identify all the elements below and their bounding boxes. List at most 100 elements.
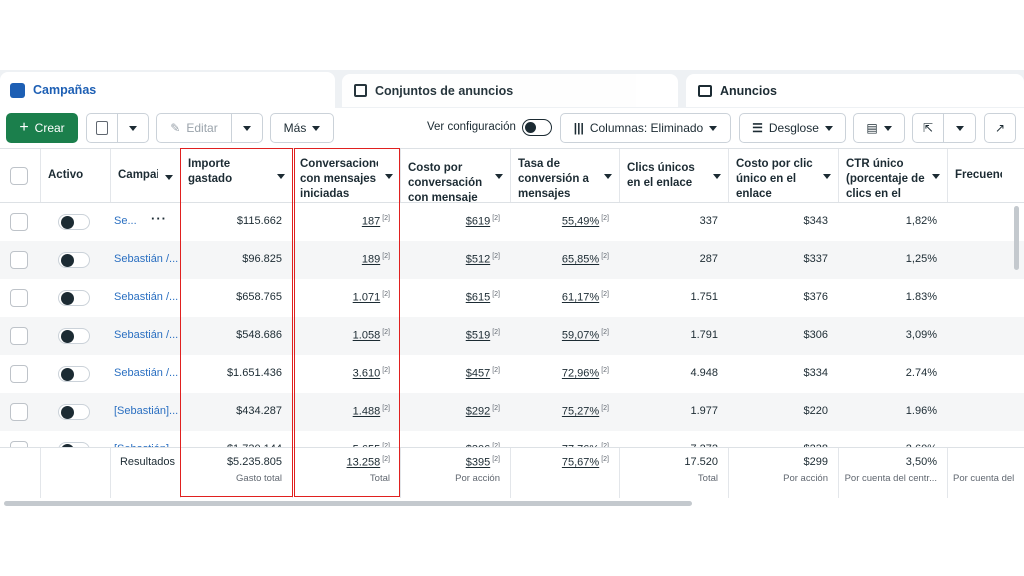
cell: 337 [619, 215, 718, 227]
duplicate-menu[interactable] [117, 113, 149, 143]
cell: $220 [728, 405, 828, 417]
export-menu[interactable] [943, 113, 976, 143]
cell: $619 [2] [400, 215, 500, 228]
tab[interactable]: Conjuntos de anuncios [342, 74, 678, 107]
cell-value[interactable]: $457 [465, 367, 491, 380]
campaign-name[interactable]: Sebastián /... [114, 253, 178, 265]
tab[interactable]: Campañas [0, 72, 335, 108]
table-row: Sebastián /... $96.825 189 [2] $512 [2] 65,85%… [0, 241, 1024, 279]
cell-value: $376 [803, 291, 828, 303]
footnote: [2] [492, 291, 500, 298]
row-checkbox[interactable] [10, 441, 28, 448]
cell: $512 [2] [400, 253, 500, 266]
edit-icon: ✎ [170, 121, 181, 135]
cell: $115.662 [180, 215, 282, 227]
cell-value: $238 [804, 443, 828, 448]
column-header[interactable]: Costo por conversación con mensaje [408, 162, 483, 204]
charts-button[interactable]: ↗ [984, 113, 1016, 143]
row-checkbox[interactable] [10, 251, 28, 269]
cell-value[interactable]: 3.610 [352, 367, 381, 380]
cell-value[interactable]: 5.655 [353, 444, 381, 448]
footnote: [2] [382, 329, 390, 336]
column-header[interactable]: CTR único (porcentaje de clics en el [846, 158, 925, 200]
table-row: Sebastián /... $548.686 1.058 [2] $519 [2] 59,… [0, 317, 1024, 355]
campaign-name[interactable]: [Sebastián]... [114, 405, 178, 417]
breakdown-button[interactable]: ☰ Desglose [739, 113, 846, 143]
column-header[interactable]: Importe gastado [188, 158, 233, 185]
campaign-name[interactable]: Sebastián /... [114, 291, 178, 303]
reports-button[interactable]: ▤ [853, 113, 905, 143]
scrollbar-vertical [1014, 206, 1019, 270]
campaign-name[interactable]: Sebastián /... [114, 329, 178, 341]
cell-value[interactable]: 72,96% [561, 367, 600, 380]
status-toggle[interactable] [58, 252, 90, 268]
cell-value[interactable]: 59,07% [561, 329, 600, 342]
view-settings-label: Ver configuración [427, 121, 516, 133]
cell-value: $343 [803, 215, 828, 227]
tab-label: Conjuntos de anuncios [375, 83, 514, 98]
create-button[interactable]: + Crear [6, 113, 78, 143]
cell-value[interactable]: 187 [361, 215, 381, 228]
duplicate-button[interactable] [86, 113, 118, 143]
cell-value[interactable]: 61,17% [561, 291, 600, 304]
row-menu[interactable]: ··· [151, 211, 167, 226]
tab[interactable]: Anuncios [686, 74, 1024, 107]
footnote: [2] [382, 291, 390, 298]
cell-value[interactable]: $306 [466, 444, 490, 448]
status-toggle[interactable] [58, 366, 90, 382]
row-checkbox[interactable] [10, 327, 28, 345]
plus-icon: + [19, 119, 29, 136]
table-row: Sebastián /... $1.651.436 3.610 [2] $457 [2] 7… [0, 355, 1024, 393]
column-header[interactable]: Campai [118, 169, 158, 181]
footnote: [2] [382, 253, 390, 260]
select-all-checkbox[interactable] [10, 167, 28, 185]
campaign-name[interactable]: Sebastián /... [114, 367, 178, 379]
edit-menu[interactable] [231, 113, 263, 143]
cell-value[interactable]: 55,49% [561, 215, 600, 228]
more-button[interactable]: Más [270, 113, 334, 143]
cell-value[interactable]: $615 [465, 291, 491, 304]
cell-value[interactable]: 65,85% [561, 253, 600, 266]
cell-value[interactable]: 1.058 [352, 329, 381, 342]
row-checkbox[interactable] [10, 289, 28, 307]
columns-button[interactable]: ||| Columnas: Eliminado [560, 113, 731, 143]
cell-value: $548.686 [236, 329, 282, 341]
cell-value[interactable]: $512 [465, 253, 491, 266]
cell: 59,07% [2] [510, 329, 609, 342]
status-toggle[interactable] [58, 404, 90, 420]
total-cell: 3,50% [838, 456, 937, 468]
cell-value: 1.83% [905, 291, 937, 303]
column-header[interactable]: Tasa de conversión a mensajes [518, 158, 589, 200]
table-row: Sebastián /... $658.765 1.071 [2] $615 [2] 61,… [0, 279, 1024, 317]
row-checkbox[interactable] [10, 403, 28, 421]
campaign-name[interactable]: [Sebastián]... [114, 443, 178, 448]
column-header[interactable]: Costo por clic único en el enlace [736, 158, 813, 200]
toggle-knob [61, 406, 74, 419]
campaign-name[interactable]: Se... [114, 215, 137, 227]
cell: $306[2] [400, 443, 500, 448]
view-settings-toggle[interactable] [522, 119, 552, 136]
cell-value[interactable]: $519 [465, 329, 491, 342]
column-header[interactable]: Frecuencia [955, 169, 1002, 181]
column-header[interactable]: Conversacione con mensajes iniciadas [300, 158, 378, 200]
total-caption: Por acción [783, 473, 828, 484]
row-checkbox[interactable] [10, 213, 28, 231]
cell-value[interactable]: 1.071 [352, 291, 381, 304]
cell-value[interactable]: 75,27% [561, 405, 600, 418]
cell: $519 [2] [400, 329, 500, 342]
edit-button[interactable]: ✎ Editar [156, 113, 232, 143]
column-header[interactable]: Activo [48, 169, 84, 181]
column-header[interactable]: Clics únicos en el enlace [627, 162, 695, 189]
export-button[interactable]: ⇱ [912, 113, 944, 143]
cell-value[interactable]: 189 [361, 253, 381, 266]
cell-value[interactable]: 77,76% [562, 444, 599, 448]
status-toggle[interactable] [58, 328, 90, 344]
cell-value: 7.272 [690, 443, 718, 448]
row-checkbox[interactable] [10, 365, 28, 383]
cell-value[interactable]: $619 [465, 215, 491, 228]
status-toggle[interactable] [58, 290, 90, 306]
status-toggle[interactable] [58, 214, 90, 230]
cell-value[interactable]: $292 [465, 405, 491, 418]
cell-value[interactable]: 1.488 [352, 405, 381, 418]
